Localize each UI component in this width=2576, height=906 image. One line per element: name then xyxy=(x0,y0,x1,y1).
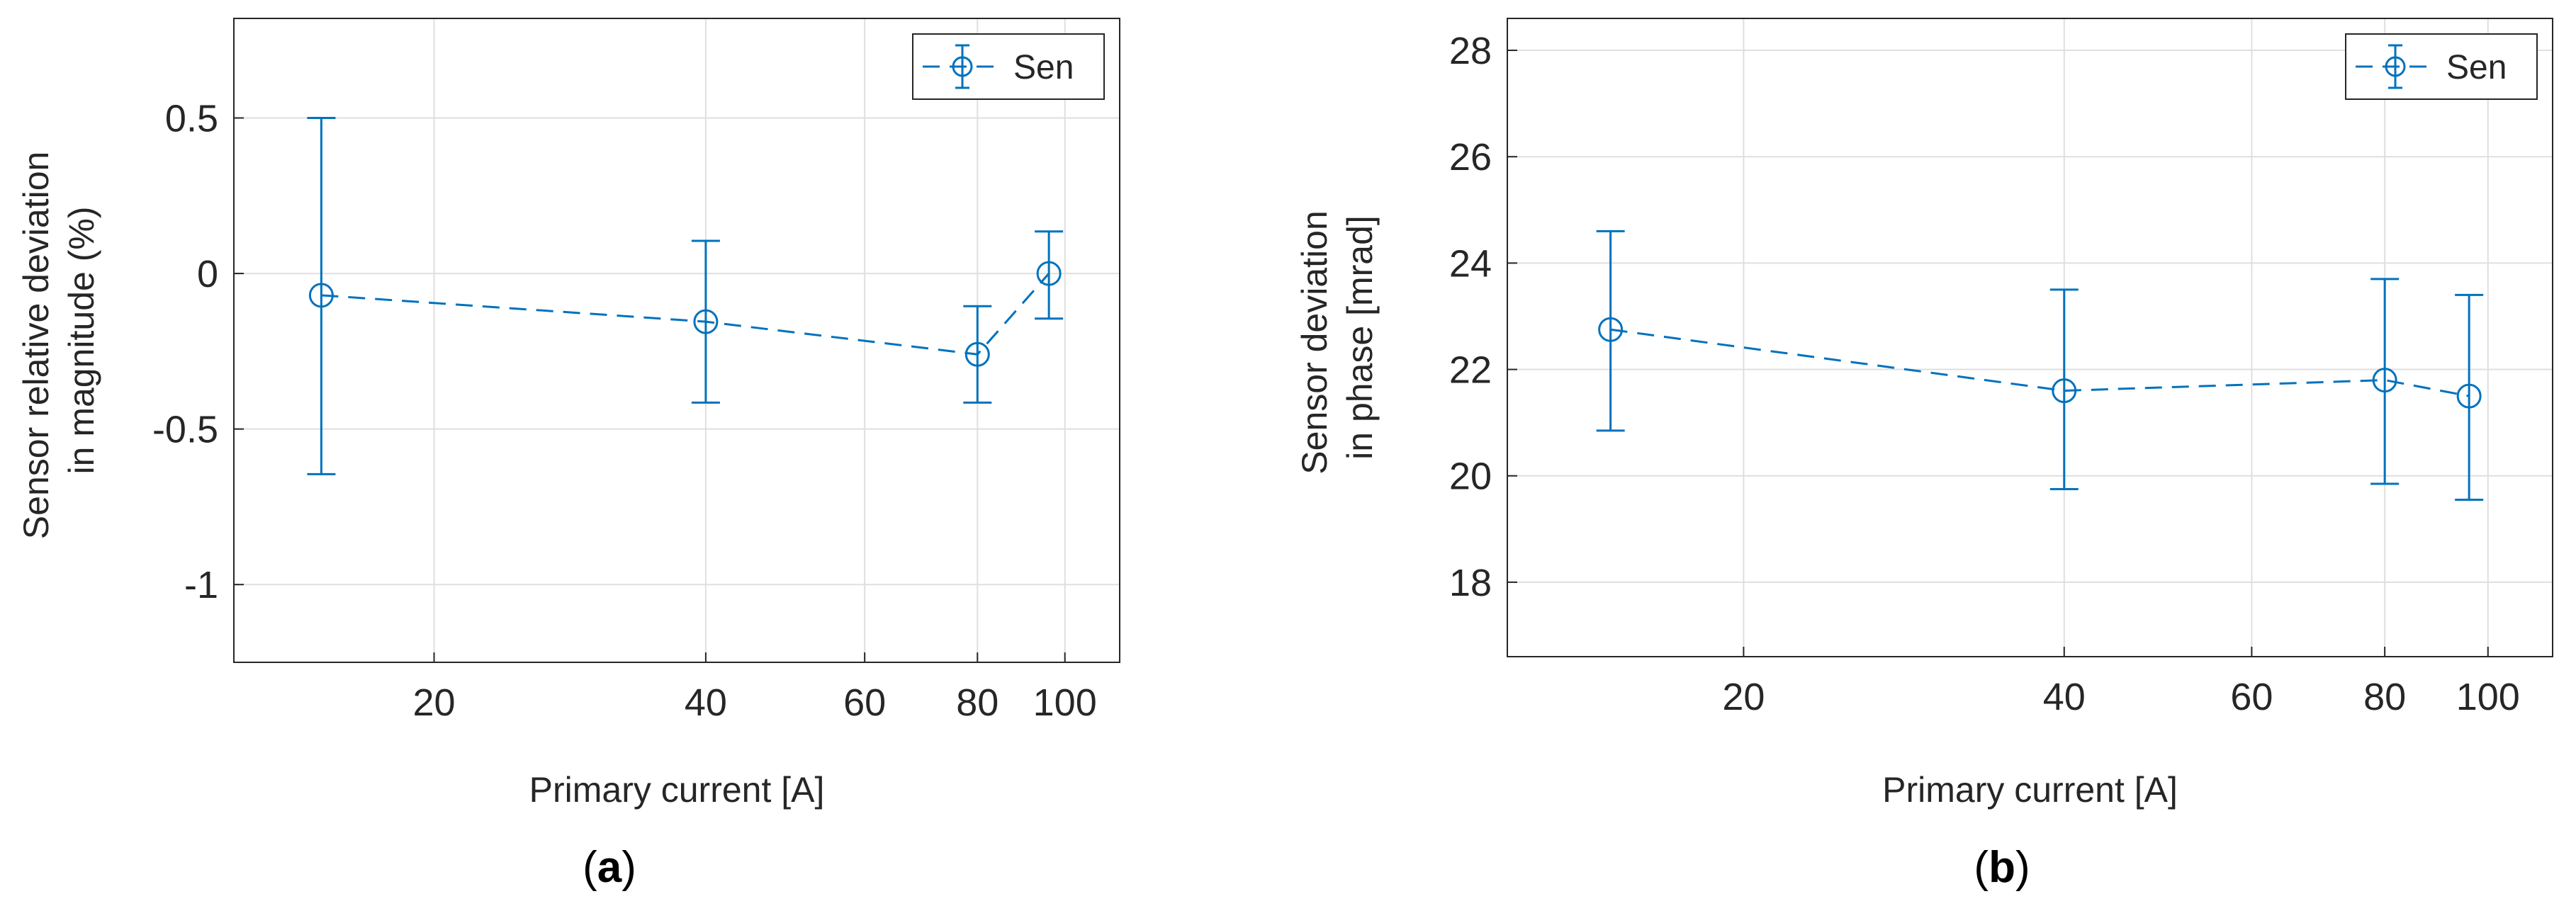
panel-caption: (a) xyxy=(583,843,636,892)
data-point-marker xyxy=(2372,368,2397,393)
caption-close-paren: ) xyxy=(621,843,636,892)
x-tick-label: 40 xyxy=(685,681,727,724)
y-axis-label-line-2: in magnitude (%) xyxy=(62,207,101,475)
y-axis-label: Sensor relative deviation in magnitude (… xyxy=(16,142,101,539)
caption-letter: a xyxy=(597,843,622,892)
chart-panel-a: 20 40 60 80 100 -1 -0.5 0 0.5 Primary current [… xyxy=(16,18,1120,892)
y-axis-ticks: -1 -0.5 0 0.5 xyxy=(152,98,244,606)
x-tick-label: 100 xyxy=(1033,681,1097,724)
chart-panel-b: 20 40 60 80 100 18 20 22 24 26 28 Primary current… xyxy=(1295,18,2553,892)
plot-frame xyxy=(1507,18,2553,657)
x-axis-ticks: 20 40 60 80 100 xyxy=(1722,647,2520,718)
caption-open-paren: ( xyxy=(1974,843,1989,892)
data-point-marker xyxy=(2456,383,2482,409)
data-point-marker xyxy=(1598,317,1624,342)
data-point-marker xyxy=(1036,261,1062,286)
y-axis-label: Sensor deviation in phase [mrad] xyxy=(1295,200,1380,474)
y-axis-ticks: 18 20 22 24 26 28 xyxy=(1449,30,1517,604)
legend-marker xyxy=(952,56,973,77)
legend: Sen xyxy=(912,33,1105,100)
legend-entry-label: Sen xyxy=(2446,49,2507,86)
x-tick-label: 80 xyxy=(956,681,999,724)
x-axis-label: Primary current [A] xyxy=(1882,770,2178,810)
x-tick-label: 60 xyxy=(2230,676,2273,718)
data-series xyxy=(307,117,1064,475)
legend-marker xyxy=(2385,56,2406,77)
y-tick-label: 26 xyxy=(1449,136,1492,179)
y-tick-label: 18 xyxy=(1449,562,1492,604)
y-tick-label: 24 xyxy=(1449,242,1492,285)
y-tick-label: 28 xyxy=(1449,30,1492,72)
caption-open-paren: ( xyxy=(583,843,597,892)
data-point-marker xyxy=(693,309,719,334)
series-line xyxy=(321,273,1050,356)
legend-box xyxy=(912,33,1105,100)
x-tick-label: 80 xyxy=(2363,676,2406,718)
y-tick-label: 20 xyxy=(1449,455,1492,498)
series-line xyxy=(1610,328,2470,397)
legend: Sen xyxy=(2345,33,2538,100)
x-axis-label: Primary current [A] xyxy=(529,770,825,810)
x-tick-label: 20 xyxy=(412,681,455,724)
x-tick-label: 100 xyxy=(2456,676,2520,718)
legend-entry-label: Sen xyxy=(1013,49,1074,86)
x-tick-label: 20 xyxy=(1722,676,1765,718)
y-axis-label-line-2: in phase [mrad] xyxy=(1340,215,1380,460)
plot-frame xyxy=(233,18,1120,663)
grid-lines xyxy=(234,18,1120,662)
x-axis-ticks: 20 40 60 80 100 xyxy=(412,652,1097,724)
x-tick-label: 60 xyxy=(843,681,886,724)
y-tick-label: -0.5 xyxy=(152,409,218,451)
caption-letter: b xyxy=(1989,843,2015,892)
y-tick-label: -1 xyxy=(184,564,218,606)
data-point-marker xyxy=(308,283,334,308)
caption-close-paren: ) xyxy=(2015,843,2030,892)
data-point-marker xyxy=(964,341,990,367)
data-point-marker xyxy=(2052,378,2077,404)
x-tick-label: 40 xyxy=(2043,676,2086,718)
panel-caption: (b) xyxy=(1974,843,2030,892)
y-tick-label: 0 xyxy=(197,253,218,295)
y-axis-label-line-1: Sensor relative deviation xyxy=(16,152,56,540)
legend-box xyxy=(2345,33,2538,100)
y-tick-label: 22 xyxy=(1449,349,1492,392)
y-tick-label: 0.5 xyxy=(165,98,218,140)
data-series xyxy=(1596,230,2484,502)
y-axis-label-line-1: Sensor deviation xyxy=(1295,210,1334,474)
